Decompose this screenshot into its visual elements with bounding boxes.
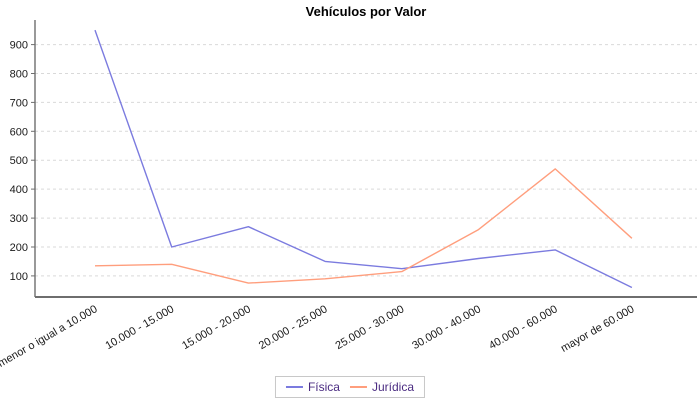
y-tick-label: 900 <box>10 40 28 52</box>
legend-swatch-juridica-icon <box>349 386 367 388</box>
series-line-juridica <box>94 168 633 284</box>
chart-legend: Física Jurídica <box>274 376 426 398</box>
category-label: menor o igual a 10.000 <box>0 303 99 370</box>
legend-swatch-fisica-icon <box>285 386 303 388</box>
y-tick-label: 200 <box>10 242 28 254</box>
category-label: 40.000 - 60.000 <box>487 303 560 352</box>
y-tick-label: 100 <box>10 271 28 283</box>
category-label: 30.000 - 40.000 <box>410 303 483 352</box>
chart-title: Vehículos por Valor <box>305 4 427 19</box>
legend-item-juridica: Jurídica <box>349 380 415 394</box>
category-label: mayor de 60.000 <box>559 303 637 355</box>
y-tick-label: 600 <box>10 126 28 138</box>
series-line-fisica <box>94 29 633 289</box>
y-tick-label: 500 <box>10 155 28 167</box>
legend-label-juridica: Jurídica <box>371 380 415 394</box>
legend-label-fisica: Física <box>307 380 340 394</box>
y-tick-label: 800 <box>10 69 28 81</box>
category-label: 10.000 - 15.000 <box>103 303 176 352</box>
category-label: 15.000 - 20.000 <box>180 303 253 352</box>
category-label: 25.000 - 30.000 <box>334 303 407 352</box>
y-tick-label: 700 <box>10 97 28 109</box>
y-tick-label: 400 <box>10 184 28 196</box>
category-label: 20.000 - 25.000 <box>257 303 330 352</box>
chart-plot: 100 200 300 400 500 600 700 800 900 menor o igual… <box>0 20 697 370</box>
y-tick-label: 300 <box>10 213 28 225</box>
legend-item-fisica: Física <box>285 380 340 394</box>
